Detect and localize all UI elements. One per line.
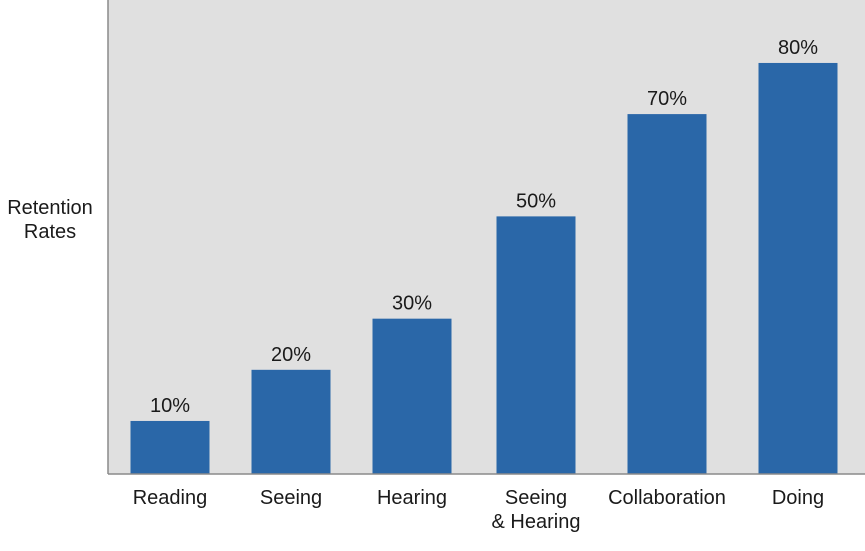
category-label: Hearing (377, 487, 447, 509)
bar-1 (130, 420, 210, 474)
category-label: Seeing & Hearing (492, 487, 581, 533)
bar-3 (372, 318, 452, 474)
bar-value-label: 50% (516, 190, 556, 212)
category-labels: Reading Seeing Hearing Seeing & Hearing Colla… (133, 487, 824, 533)
category-label: Seeing (260, 487, 322, 509)
category-label: Doing (772, 487, 824, 509)
category-label: Reading (133, 487, 208, 509)
bar-4 (496, 216, 576, 474)
bar-value-label: 30% (392, 293, 432, 315)
bars (130, 62, 838, 474)
y-axis-label: Retention Rates (7, 197, 93, 243)
value-labels: 10% 20% 30% 50% 70% 80% (150, 37, 818, 417)
bar-5 (627, 114, 707, 474)
bar-value-label: 20% (271, 344, 311, 366)
plot-area (108, 0, 865, 474)
bar-2 (251, 369, 331, 474)
category-label: Collaboration (608, 487, 726, 509)
bar-value-label: 80% (778, 37, 818, 59)
bar-value-label: 70% (647, 88, 687, 110)
bar-6 (758, 62, 838, 474)
bar-value-label: 10% (150, 395, 190, 417)
